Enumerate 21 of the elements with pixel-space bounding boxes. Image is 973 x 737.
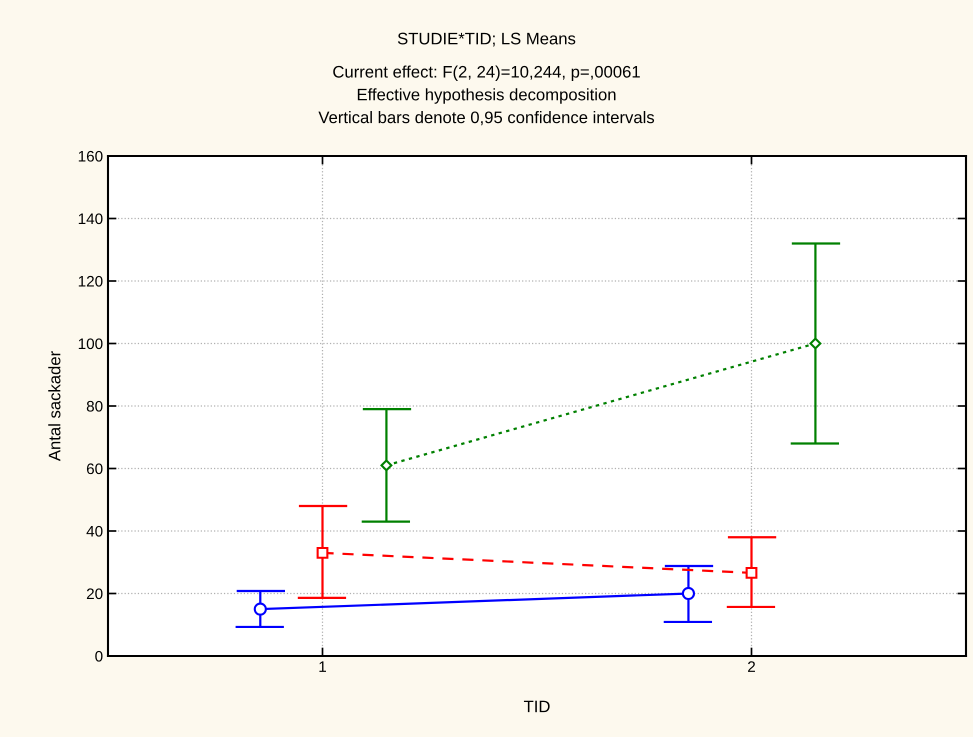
y-tick-label: 160 [78,150,103,162]
y-tick-label: 140 [78,213,103,224]
x-axis-title: TID [524,700,550,712]
point [254,602,267,616]
x-tick-label: 2 [748,661,755,672]
point [380,459,392,472]
x-tick-label: 1 [319,661,326,672]
y-tick-label: 60 [86,463,103,474]
point [316,546,328,559]
chart-subtitle: Current effect: F(2, 24)=10,244, p=,00061 Effective hypothesis decomposition Vertical bars denote 0,95 confidence intervals [318,65,654,126]
y-axis-title: Antal sackader [48,351,60,462]
y-tick-label: 0 [95,650,103,662]
y-tick-label: 80 [86,400,103,412]
y-tick-label: 20 [86,588,103,600]
y-tick-label: 100 [78,338,103,350]
chart-title: STUDIE*TID; LS Means [398,32,576,46]
point [746,566,758,579]
point [809,338,822,350]
point [682,586,696,600]
y-tick-label: 40 [86,526,103,537]
y-tick-label: 120 [78,276,103,287]
